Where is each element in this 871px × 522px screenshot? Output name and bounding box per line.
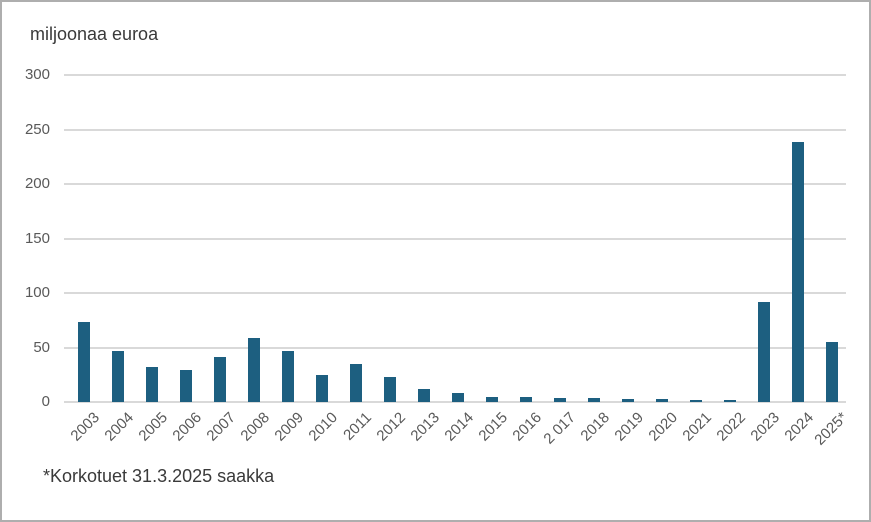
y-tick-label-150: 150 bbox=[24, 229, 50, 247]
bar-2015 bbox=[486, 396, 498, 402]
y-tick-label-300: 300 bbox=[24, 66, 50, 83]
bar-2022 bbox=[724, 399, 736, 402]
bar-2010 bbox=[316, 374, 328, 402]
bar-2025 bbox=[826, 342, 838, 402]
gridline-200 bbox=[64, 183, 846, 185]
x-tick-label-2007: 2007 bbox=[203, 409, 240, 445]
bar-2011 bbox=[350, 363, 362, 402]
bar-2023 bbox=[758, 301, 770, 402]
x-tick-label-2009: 2009 bbox=[271, 409, 308, 445]
x-tick-label-2008: 2008 bbox=[237, 409, 274, 445]
gridline-150 bbox=[64, 237, 846, 240]
bar-2003 bbox=[78, 322, 90, 402]
bar-2004 bbox=[112, 350, 124, 402]
gridline-100 bbox=[64, 292, 846, 294]
x-tick-label-2004: 2004 bbox=[101, 409, 138, 445]
bar-2009 bbox=[282, 350, 294, 402]
x-tick-label-2017: 2 017 bbox=[540, 409, 580, 448]
y-tick-label-200: 200 bbox=[24, 175, 50, 192]
x-tick-label-2011: 2011 bbox=[340, 409, 376, 444]
x-tick-label-2013: 2013 bbox=[407, 409, 444, 445]
y-tick-label-0: 0 bbox=[41, 393, 50, 410]
x-tick-label-2003: 2003 bbox=[67, 409, 104, 445]
chart-title: miljoonaa euroa bbox=[30, 24, 159, 44]
x-tick-label-2021: 2021 bbox=[679, 409, 716, 445]
x-tick-label-2015: 2015 bbox=[475, 409, 512, 445]
x-tick-label-2024: 2024 bbox=[781, 409, 818, 445]
y-tick-label-100: 100 bbox=[24, 284, 50, 301]
x-tick-label-2005: 2005 bbox=[135, 409, 172, 445]
bar-2017 bbox=[554, 397, 566, 402]
bar-2007 bbox=[214, 357, 226, 402]
bar-2012 bbox=[384, 376, 396, 402]
gridline-50 bbox=[64, 346, 846, 349]
bar-2005 bbox=[146, 367, 158, 402]
x-tick-label-2018: 2018 bbox=[577, 409, 614, 445]
bar-2016 bbox=[520, 396, 532, 402]
bar-2019 bbox=[622, 398, 634, 402]
plot-area bbox=[64, 74, 846, 403]
bar-2013 bbox=[418, 388, 430, 402]
bar-2024 bbox=[792, 141, 804, 402]
x-tick-label-2025: 2025* bbox=[811, 409, 852, 449]
y-tick-label-250: 250 bbox=[24, 120, 50, 138]
bar-2006 bbox=[180, 370, 192, 402]
x-tick-label-2023: 2023 bbox=[747, 409, 784, 445]
x-tick-label-2019: 2019 bbox=[611, 409, 648, 445]
gridline-0 bbox=[64, 401, 846, 403]
x-tick-label-2006: 2006 bbox=[169, 409, 206, 445]
bar-2021 bbox=[690, 399, 702, 402]
x-tick-label-2012: 2012 bbox=[373, 409, 410, 445]
x-tick-label-2022: 2022 bbox=[713, 409, 750, 445]
x-tick-label-2010: 2010 bbox=[305, 409, 342, 445]
gridline-250 bbox=[64, 128, 846, 131]
bar-2014 bbox=[452, 393, 464, 402]
bar-2018 bbox=[588, 397, 600, 402]
gridline-300 bbox=[64, 74, 846, 76]
x-tick-label-2016: 2016 bbox=[509, 409, 546, 445]
bar-2020 bbox=[656, 398, 668, 402]
bar-2008 bbox=[248, 337, 260, 402]
x-tick-label-2014: 2014 bbox=[441, 409, 478, 445]
x-tick-label-2020: 2020 bbox=[645, 409, 682, 445]
chart-footnote: *Korkotuet 31.3.2025 saakka bbox=[43, 466, 275, 486]
y-tick-label-50: 50 bbox=[33, 338, 50, 356]
